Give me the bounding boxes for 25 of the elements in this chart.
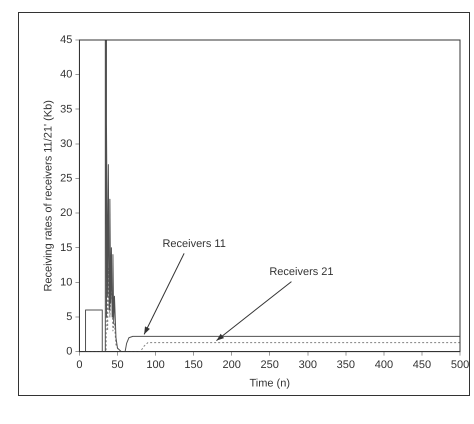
x-tick-label: 150 [184, 359, 203, 372]
annotation: Receivers 21 [269, 266, 334, 278]
y-tick-label: 10 [60, 276, 72, 288]
x-tick-label: 500 [450, 359, 470, 372]
annotation: Receivers 11 [162, 238, 226, 250]
y-tick-label: 0 [66, 346, 72, 358]
y-tick-label: 45 [60, 34, 72, 46]
x-tick-label: 400 [374, 359, 394, 372]
x-tick-label: 0 [76, 359, 82, 372]
x-axis-title: Time (n) [249, 377, 290, 390]
y-tick-label: 5 [66, 311, 72, 324]
y-tick-label: 20 [60, 207, 72, 220]
x-tick-label: 300 [298, 359, 317, 372]
x-tick-label: 250 [260, 359, 279, 372]
y-tick-label: 30 [60, 138, 72, 150]
x-tick-label: 350 [336, 359, 356, 372]
x-tick-label: 450 [412, 359, 432, 372]
y-tick-label: 40 [60, 68, 72, 81]
y-tick-label: 35 [60, 103, 72, 116]
x-tick-label: 200 [222, 359, 241, 372]
y-axis-title: Receiving rates of receivers 11/21' (Kb) [42, 100, 55, 292]
y-tick-label: 25 [60, 172, 72, 185]
x-tick-label: 100 [146, 359, 165, 372]
x-tick-label: 50 [111, 359, 124, 372]
y-tick-label: 15 [60, 242, 72, 254]
